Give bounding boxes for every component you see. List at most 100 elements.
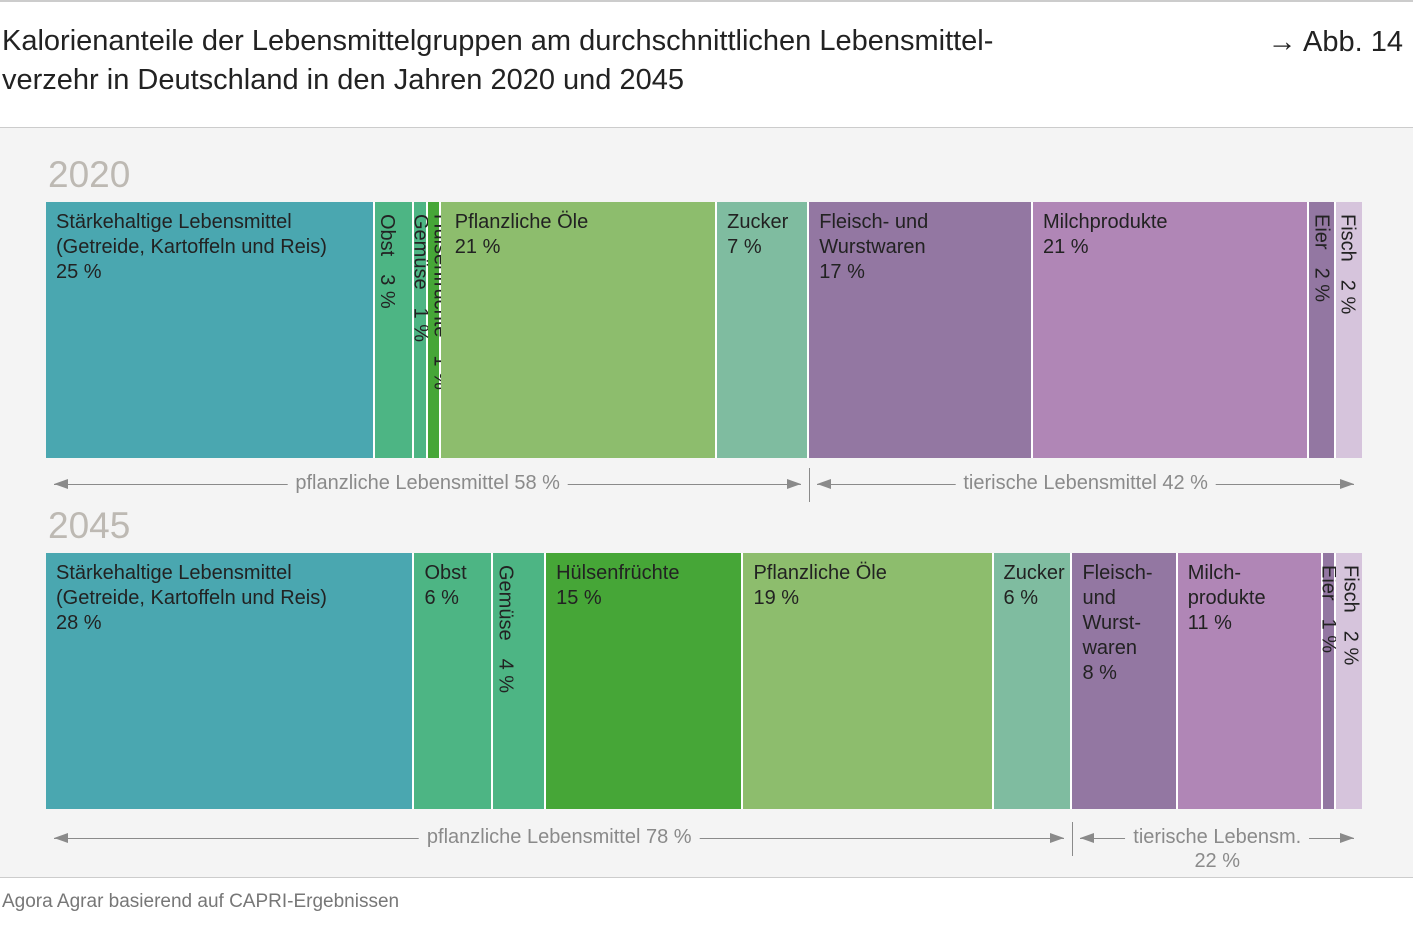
- segment-name: Stärkehaltige Lebensmittel (Getreide, Ka…: [56, 562, 327, 609]
- segment-value: 11 %: [1187, 612, 1232, 634]
- group-label: pflanzliche Lebensmittel 78 %: [418, 825, 700, 849]
- segment-label: Fisch 2 %: [1339, 565, 1362, 666]
- segment-label: Obst 6 %: [424, 561, 489, 611]
- segment-label: Gemüse 4 %: [494, 565, 517, 694]
- bar-segment: Eier 1 %: [1318, 553, 1340, 809]
- bar-segment: Pflanzliche Öle 21 %: [440, 202, 718, 458]
- arrow-right-icon: [1340, 833, 1354, 843]
- arrow-left-icon: [54, 479, 68, 489]
- segment-value: 15 %: [556, 587, 602, 609]
- segment-label: Fisch 2 %: [1336, 214, 1359, 315]
- segment-label: Hülsenfrüchte 15 %: [556, 561, 739, 611]
- bar-segment: Gemüse 1 %: [409, 202, 431, 458]
- segment-value: 19 %: [753, 587, 800, 609]
- chart-panel: 2020 Stärkehaltige Lebensmittel (Getreide…: [0, 127, 1413, 878]
- stacked-bar: Stärkehaltige Lebensmittel (Getreide, Ka…: [46, 553, 1362, 809]
- segment-name: Milchprodukte: [1043, 211, 1168, 233]
- segment-label: Milch- produkte 11 %: [1188, 561, 1319, 636]
- bar-segment: Pflanzliche Öle 19 %: [743, 553, 994, 809]
- bar-segment: Fisch 2 %: [1335, 553, 1362, 809]
- segment-name: Gemüse: [494, 565, 517, 641]
- segment-label: Pflanzliche Öle 21 %: [455, 210, 713, 260]
- segment-name: Fleisch- und Wurstwaren: [819, 211, 929, 258]
- group-label: tierische Lebensm. 22 %: [1125, 825, 1310, 873]
- segment-value: 4 %: [494, 658, 517, 694]
- arrow-left-icon: [817, 479, 832, 489]
- bar-segment: Zucker 6 %: [993, 553, 1073, 809]
- group-separator: [809, 468, 811, 502]
- segment-value: 28 %: [56, 612, 102, 634]
- segment-value: 1 %: [409, 307, 432, 343]
- segment-label: Fleisch- und Wurst- waren 8 %: [1082, 561, 1173, 686]
- bar-segment: Gemüse 4 %: [493, 553, 547, 809]
- segment-name: Fisch: [1336, 214, 1359, 262]
- segment-name: Eier: [1310, 214, 1333, 250]
- segment-label: Zucker 6 %: [1004, 561, 1069, 611]
- arrow-right-icon: [1340, 479, 1354, 489]
- segment-name: Fisch: [1339, 565, 1362, 613]
- segment-value: 2 %: [1310, 267, 1333, 303]
- arrow-left-icon: [1080, 833, 1095, 843]
- segment-value: 3 %: [376, 274, 398, 309]
- bar-segment: Milchprodukte 21 %: [1033, 202, 1310, 458]
- segment-label: Zucker 7 %: [727, 210, 805, 260]
- chart-title: Kalorienanteile der Lebensmittelgruppen …: [2, 25, 994, 96]
- segment-label: Obst 3 %: [376, 214, 398, 309]
- segment-label: Eier 1 %: [1317, 565, 1340, 654]
- arrow-right-icon: [787, 479, 802, 489]
- segment-label: Stärkehaltige Lebensmittel (Getreide, Ka…: [56, 561, 410, 636]
- segment-label: Gemüse 1 %: [409, 214, 432, 343]
- bar-segment: Fisch 2 %: [1335, 202, 1362, 458]
- segment-name: Zucker: [1003, 562, 1065, 584]
- bar-segment: Obst 6 %: [414, 553, 494, 809]
- bar-segment: Eier 2 %: [1309, 202, 1336, 458]
- year-label: 2020: [48, 154, 131, 195]
- bar-segment: Fleisch- und Wurst- waren 8 %: [1072, 553, 1178, 809]
- segment-name: Obst: [424, 562, 467, 584]
- bar-segment: Stärkehaltige Lebensmittel (Getreide, Ka…: [46, 553, 415, 809]
- bar-segment: Hülsenfrüchte 15 %: [546, 553, 744, 809]
- segment-value: 6 %: [424, 587, 459, 609]
- segment-label: Fleisch- und Wurstwaren 17 %: [819, 210, 1029, 285]
- segment-value: 21 %: [454, 236, 501, 258]
- segment-name: Gemüse: [409, 214, 432, 290]
- segment-value: 2 %: [1336, 279, 1359, 315]
- segment-value: 2 %: [1339, 630, 1362, 666]
- segment-value: 7 %: [727, 236, 762, 258]
- bar-segment: Zucker 7 %: [717, 202, 810, 458]
- segment-label: Stärkehaltige Lebensmittel (Getreide, Ka…: [56, 210, 371, 285]
- segment-name: Hülsenfrüchte: [556, 562, 680, 584]
- bar-segment: Milch- produkte 11 %: [1177, 553, 1323, 809]
- source-note: Agora Agrar basierend auf CAPRI-Ergebnis…: [2, 891, 400, 912]
- segment-value: 1 %: [1317, 618, 1340, 654]
- figure-reference-link[interactable]: → Abb. 14: [1267, 26, 1403, 58]
- segment-label: Milchprodukte 21 %: [1043, 210, 1305, 260]
- segment-value: 6 %: [1003, 587, 1038, 609]
- segment-value: 25 %: [56, 261, 102, 283]
- segment-name: Obst: [376, 214, 398, 257]
- segment-name: Eier: [1317, 565, 1340, 601]
- arrow-right-icon: [1050, 833, 1065, 843]
- arrow-left-icon: [54, 833, 68, 843]
- segment-label: Pflanzliche Öle 19 %: [753, 561, 989, 611]
- segment-name: Stärkehaltige Lebensmittel (Getreide, Ka…: [56, 211, 327, 258]
- segment-value: 8 %: [1082, 662, 1117, 684]
- bar-segment: Stärkehaltige Lebensmittel (Getreide, Ka…: [46, 202, 375, 458]
- segment-name: Pflanzliche Öle: [753, 562, 887, 584]
- segment-name: Milch- produkte: [1187, 562, 1266, 609]
- bar-segment: Fleisch- und Wurstwaren 17 %: [809, 202, 1033, 458]
- group-separator: [1072, 822, 1074, 856]
- segment-label: Eier 2 %: [1310, 214, 1333, 303]
- segment-name: Pflanzliche Öle: [454, 211, 589, 233]
- segment-value: 17 %: [819, 261, 865, 283]
- segment-value: 21 %: [1043, 236, 1089, 258]
- top-rule: [0, 0, 1413, 2]
- stacked-bar: Stärkehaltige Lebensmittel (Getreide, Ka…: [46, 202, 1362, 458]
- bar-segment: Obst 3 %: [375, 202, 415, 458]
- group-label: tierische Lebensmittel 42 %: [955, 471, 1216, 495]
- year-label: 2045: [48, 505, 131, 546]
- segment-name: Zucker: [727, 211, 789, 233]
- group-label: pflanzliche Lebensmittel 58 %: [287, 471, 568, 495]
- segment-name: Fleisch- und Wurst- waren: [1082, 562, 1153, 659]
